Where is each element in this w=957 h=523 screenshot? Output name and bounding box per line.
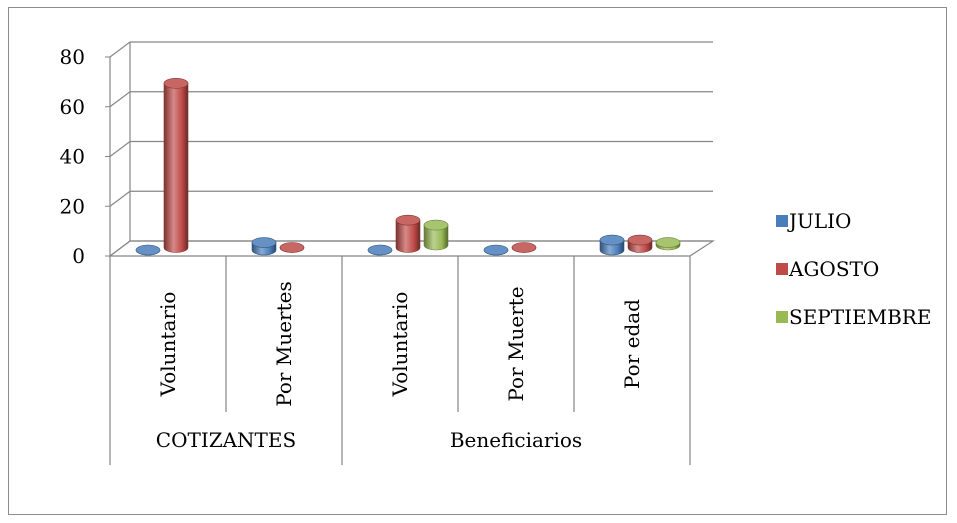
category-label: Voluntario — [156, 292, 180, 398]
gridline-side — [109, 190, 131, 207]
chart-floor — [108, 240, 716, 257]
y-tick-label: 60 — [60, 95, 85, 119]
y-tick-label: 40 — [60, 145, 85, 169]
bar-julio-2 — [367, 244, 393, 256]
bar-top — [163, 78, 189, 89]
bar-top — [367, 244, 393, 256]
bar-top — [423, 219, 449, 231]
bar-top — [627, 234, 653, 246]
bar-body — [163, 83, 189, 253]
bar-top — [135, 244, 161, 256]
legend-item-septiembre: SEPTIEMBRE — [776, 305, 931, 329]
legend-label: SEPTIEMBRE — [789, 305, 931, 329]
bar-agosto-0 — [163, 78, 189, 253]
group-label: Beneficiarios — [450, 428, 582, 452]
y-tick-label: 80 — [60, 45, 85, 69]
bar-body — [423, 224, 449, 251]
gridline-side — [109, 91, 131, 108]
bar-julio-1 — [251, 237, 277, 256]
bar-body — [395, 219, 421, 253]
category-axis: Voluntario Por Muertes Voluntario Por Muert… — [109, 256, 691, 465]
bar-top — [251, 237, 277, 248]
category-label: Por edad — [620, 299, 644, 389]
bar-julio-4 — [599, 234, 625, 256]
bar-top — [483, 244, 509, 256]
legend-swatch — [776, 215, 788, 227]
legend-label: JULIO — [787, 209, 851, 233]
legend-label: AGOSTO — [788, 257, 879, 281]
gridline-side — [109, 41, 131, 58]
bar-top — [655, 237, 681, 248]
category-label: Por Muerte — [504, 286, 528, 401]
bar-top — [511, 242, 537, 253]
bar-top — [395, 214, 421, 226]
legend-swatch — [776, 263, 788, 275]
bar-agosto-4 — [627, 234, 653, 253]
gridline-side — [109, 141, 131, 157]
legend-swatch — [776, 311, 788, 323]
group-label: COTIZANTES — [156, 428, 296, 452]
bar-agosto-3 — [511, 242, 537, 253]
chart-bars — [135, 78, 681, 256]
y-tick-label: 0 — [72, 244, 85, 268]
bar-agosto-2 — [395, 214, 421, 253]
y-tick-label: 20 — [60, 194, 85, 218]
legend: JULIO AGOSTO SEPTIEMBRE — [776, 209, 931, 329]
bar-top — [279, 242, 305, 253]
legend-item-julio: JULIO — [776, 209, 851, 233]
y-axis-ticks: 0 20 40 60 80 — [60, 45, 110, 268]
bar-agosto-1 — [279, 242, 305, 253]
legend-item-agosto: AGOSTO — [776, 257, 879, 281]
bar-julio-0 — [135, 244, 161, 256]
category-label: Por Muertes — [272, 281, 296, 407]
category-label: Voluntario — [388, 292, 412, 398]
bar-septiembre-4 — [655, 237, 681, 251]
bar-top — [599, 234, 625, 246]
bar-septiembre-2 — [423, 219, 449, 251]
bar-julio-3 — [483, 244, 509, 256]
